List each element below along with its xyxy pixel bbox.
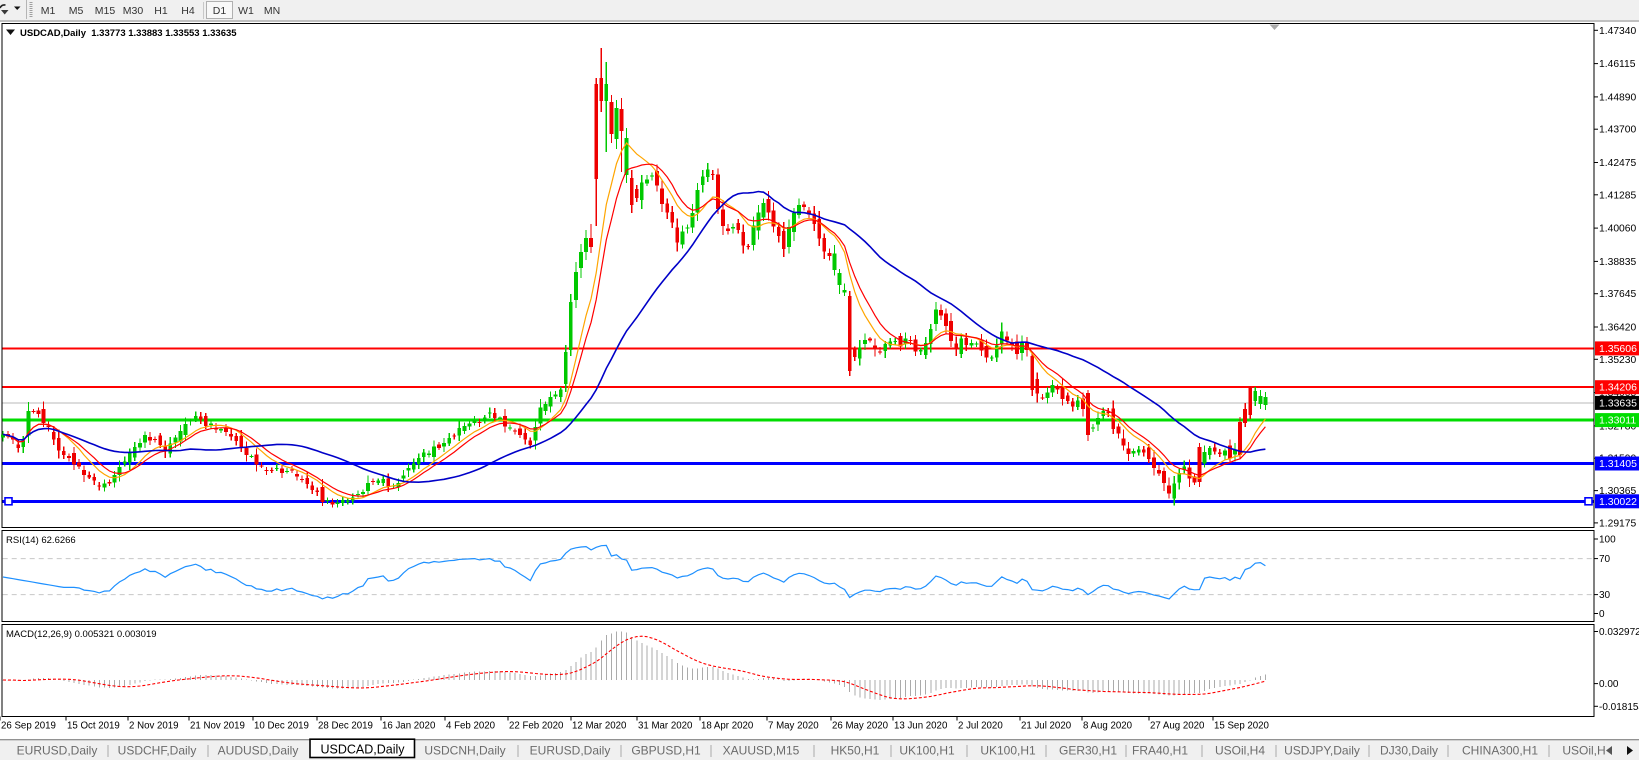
svg-text:FRA40,H1: FRA40,H1 [1132,744,1188,758]
svg-text:USDCAD,Daily 1.33773 1.33883: USDCAD,Daily 1.33773 1.33883 1.33553 1.3… [20,28,237,39]
svg-text:UK100,H1: UK100,H1 [980,744,1036,758]
svg-text:30: 30 [1599,590,1611,601]
svg-text:UK100,H1: UK100,H1 [899,744,955,758]
svg-text:13 Jun 2020: 13 Jun 2020 [894,721,948,732]
svg-text:100: 100 [1599,535,1616,546]
svg-text:1.40060: 1.40060 [1599,224,1636,235]
svg-text:1.41285: 1.41285 [1599,190,1636,201]
svg-text:GER30,H1: GER30,H1 [1059,744,1117,758]
svg-text:1.37645: 1.37645 [1599,289,1636,300]
svg-text:USDCAD,Daily: USDCAD,Daily [320,743,405,757]
svg-text:1.29175: 1.29175 [1599,518,1636,529]
svg-text:1.46115: 1.46115 [1599,59,1636,70]
svg-text:1.42475: 1.42475 [1599,158,1636,169]
svg-text:18 Apr 2020: 18 Apr 2020 [701,721,754,732]
svg-text:26 May 2020: 26 May 2020 [832,721,889,732]
svg-text:16 Jan 2020: 16 Jan 2020 [382,721,436,732]
svg-text:USDCNH,Daily: USDCNH,Daily [424,744,505,758]
svg-text:26 Sep 2019: 26 Sep 2019 [1,721,56,732]
svg-text:XAUUSD,M15: XAUUSD,M15 [723,744,800,758]
svg-text:1.36420: 1.36420 [1599,323,1636,334]
svg-text:USOil,H4: USOil,H4 [1215,744,1265,758]
svg-text:1.38835: 1.38835 [1599,257,1636,268]
svg-text:1.35606: 1.35606 [1599,343,1637,355]
svg-text:1.35230: 1.35230 [1599,355,1636,366]
svg-text:1.31405: 1.31405 [1599,458,1637,470]
svg-text:1.44890: 1.44890 [1599,92,1636,103]
svg-text:0.00: 0.00 [1599,679,1619,690]
svg-text:M30: M30 [123,5,144,17]
svg-text:2 Nov 2019: 2 Nov 2019 [129,721,179,732]
svg-text:AUDUSD,Daily: AUDUSD,Daily [218,744,299,758]
svg-text:4 Feb 2020: 4 Feb 2020 [446,721,496,732]
svg-text:RSI(14) 62.6266: RSI(14) 62.6266 [6,535,76,546]
svg-text:HK50,H1: HK50,H1 [831,744,880,758]
svg-text:H1: H1 [154,5,168,17]
svg-text:1.30022: 1.30022 [1599,496,1637,508]
svg-text:DJ30,Daily: DJ30,Daily [1380,744,1438,758]
svg-text:CHINA300,H1: CHINA300,H1 [1462,744,1538,758]
svg-text:0: 0 [1599,609,1605,620]
svg-text:22 Feb 2020: 22 Feb 2020 [509,721,564,732]
svg-text:MACD(12,26,9) 0.005321 0.00301: MACD(12,26,9) 0.005321 0.003019 [6,629,157,640]
svg-text:GBPUSD,H1: GBPUSD,H1 [631,744,701,758]
svg-text:21 Jul 2020: 21 Jul 2020 [1021,721,1072,732]
svg-text:70: 70 [1599,554,1611,565]
svg-text:EURUSD,Daily: EURUSD,Daily [17,744,98,758]
svg-text:15 Sep 2020: 15 Sep 2020 [1214,721,1270,732]
svg-text:1.33011: 1.33011 [1599,415,1636,427]
svg-text:D1: D1 [213,5,227,17]
svg-text:USDJPY,Daily: USDJPY,Daily [1284,744,1360,758]
svg-text:MN: MN [264,5,280,17]
svg-text:27 Aug 2020: 27 Aug 2020 [1150,721,1205,732]
svg-text:1.47340: 1.47340 [1599,26,1636,37]
svg-text:21 Nov 2019: 21 Nov 2019 [190,721,245,732]
svg-text:1.30365: 1.30365 [1599,486,1636,497]
svg-text:M15: M15 [95,5,116,17]
svg-text:W1: W1 [238,5,254,17]
svg-text:0.032972: 0.032972 [1599,627,1639,638]
svg-text:10 Dec 2019: 10 Dec 2019 [254,721,309,732]
svg-text:8 Aug 2020: 8 Aug 2020 [1083,721,1133,732]
svg-text:USOil,H: USOil,H [1562,744,1605,758]
svg-text:2 Jul 2020: 2 Jul 2020 [958,721,1003,732]
svg-text:7 May 2020: 7 May 2020 [768,721,819,732]
svg-text:H4: H4 [181,5,195,17]
svg-text:1.43700: 1.43700 [1599,125,1636,136]
svg-text:-0.018154: -0.018154 [1599,702,1639,713]
svg-text:USDCHF,Daily: USDCHF,Daily [118,744,197,758]
svg-text:1.34206: 1.34206 [1599,382,1637,394]
svg-text:28 Dec 2019: 28 Dec 2019 [318,721,373,732]
svg-text:EURUSD,Daily: EURUSD,Daily [530,744,611,758]
svg-text:12 Mar 2020: 12 Mar 2020 [572,721,627,732]
svg-text:M5: M5 [69,5,84,17]
svg-text:1.33635: 1.33635 [1599,397,1637,409]
svg-text:31 Mar 2020: 31 Mar 2020 [638,721,693,732]
svg-text:15 Oct 2019: 15 Oct 2019 [67,721,120,732]
svg-text:M1: M1 [41,5,56,17]
